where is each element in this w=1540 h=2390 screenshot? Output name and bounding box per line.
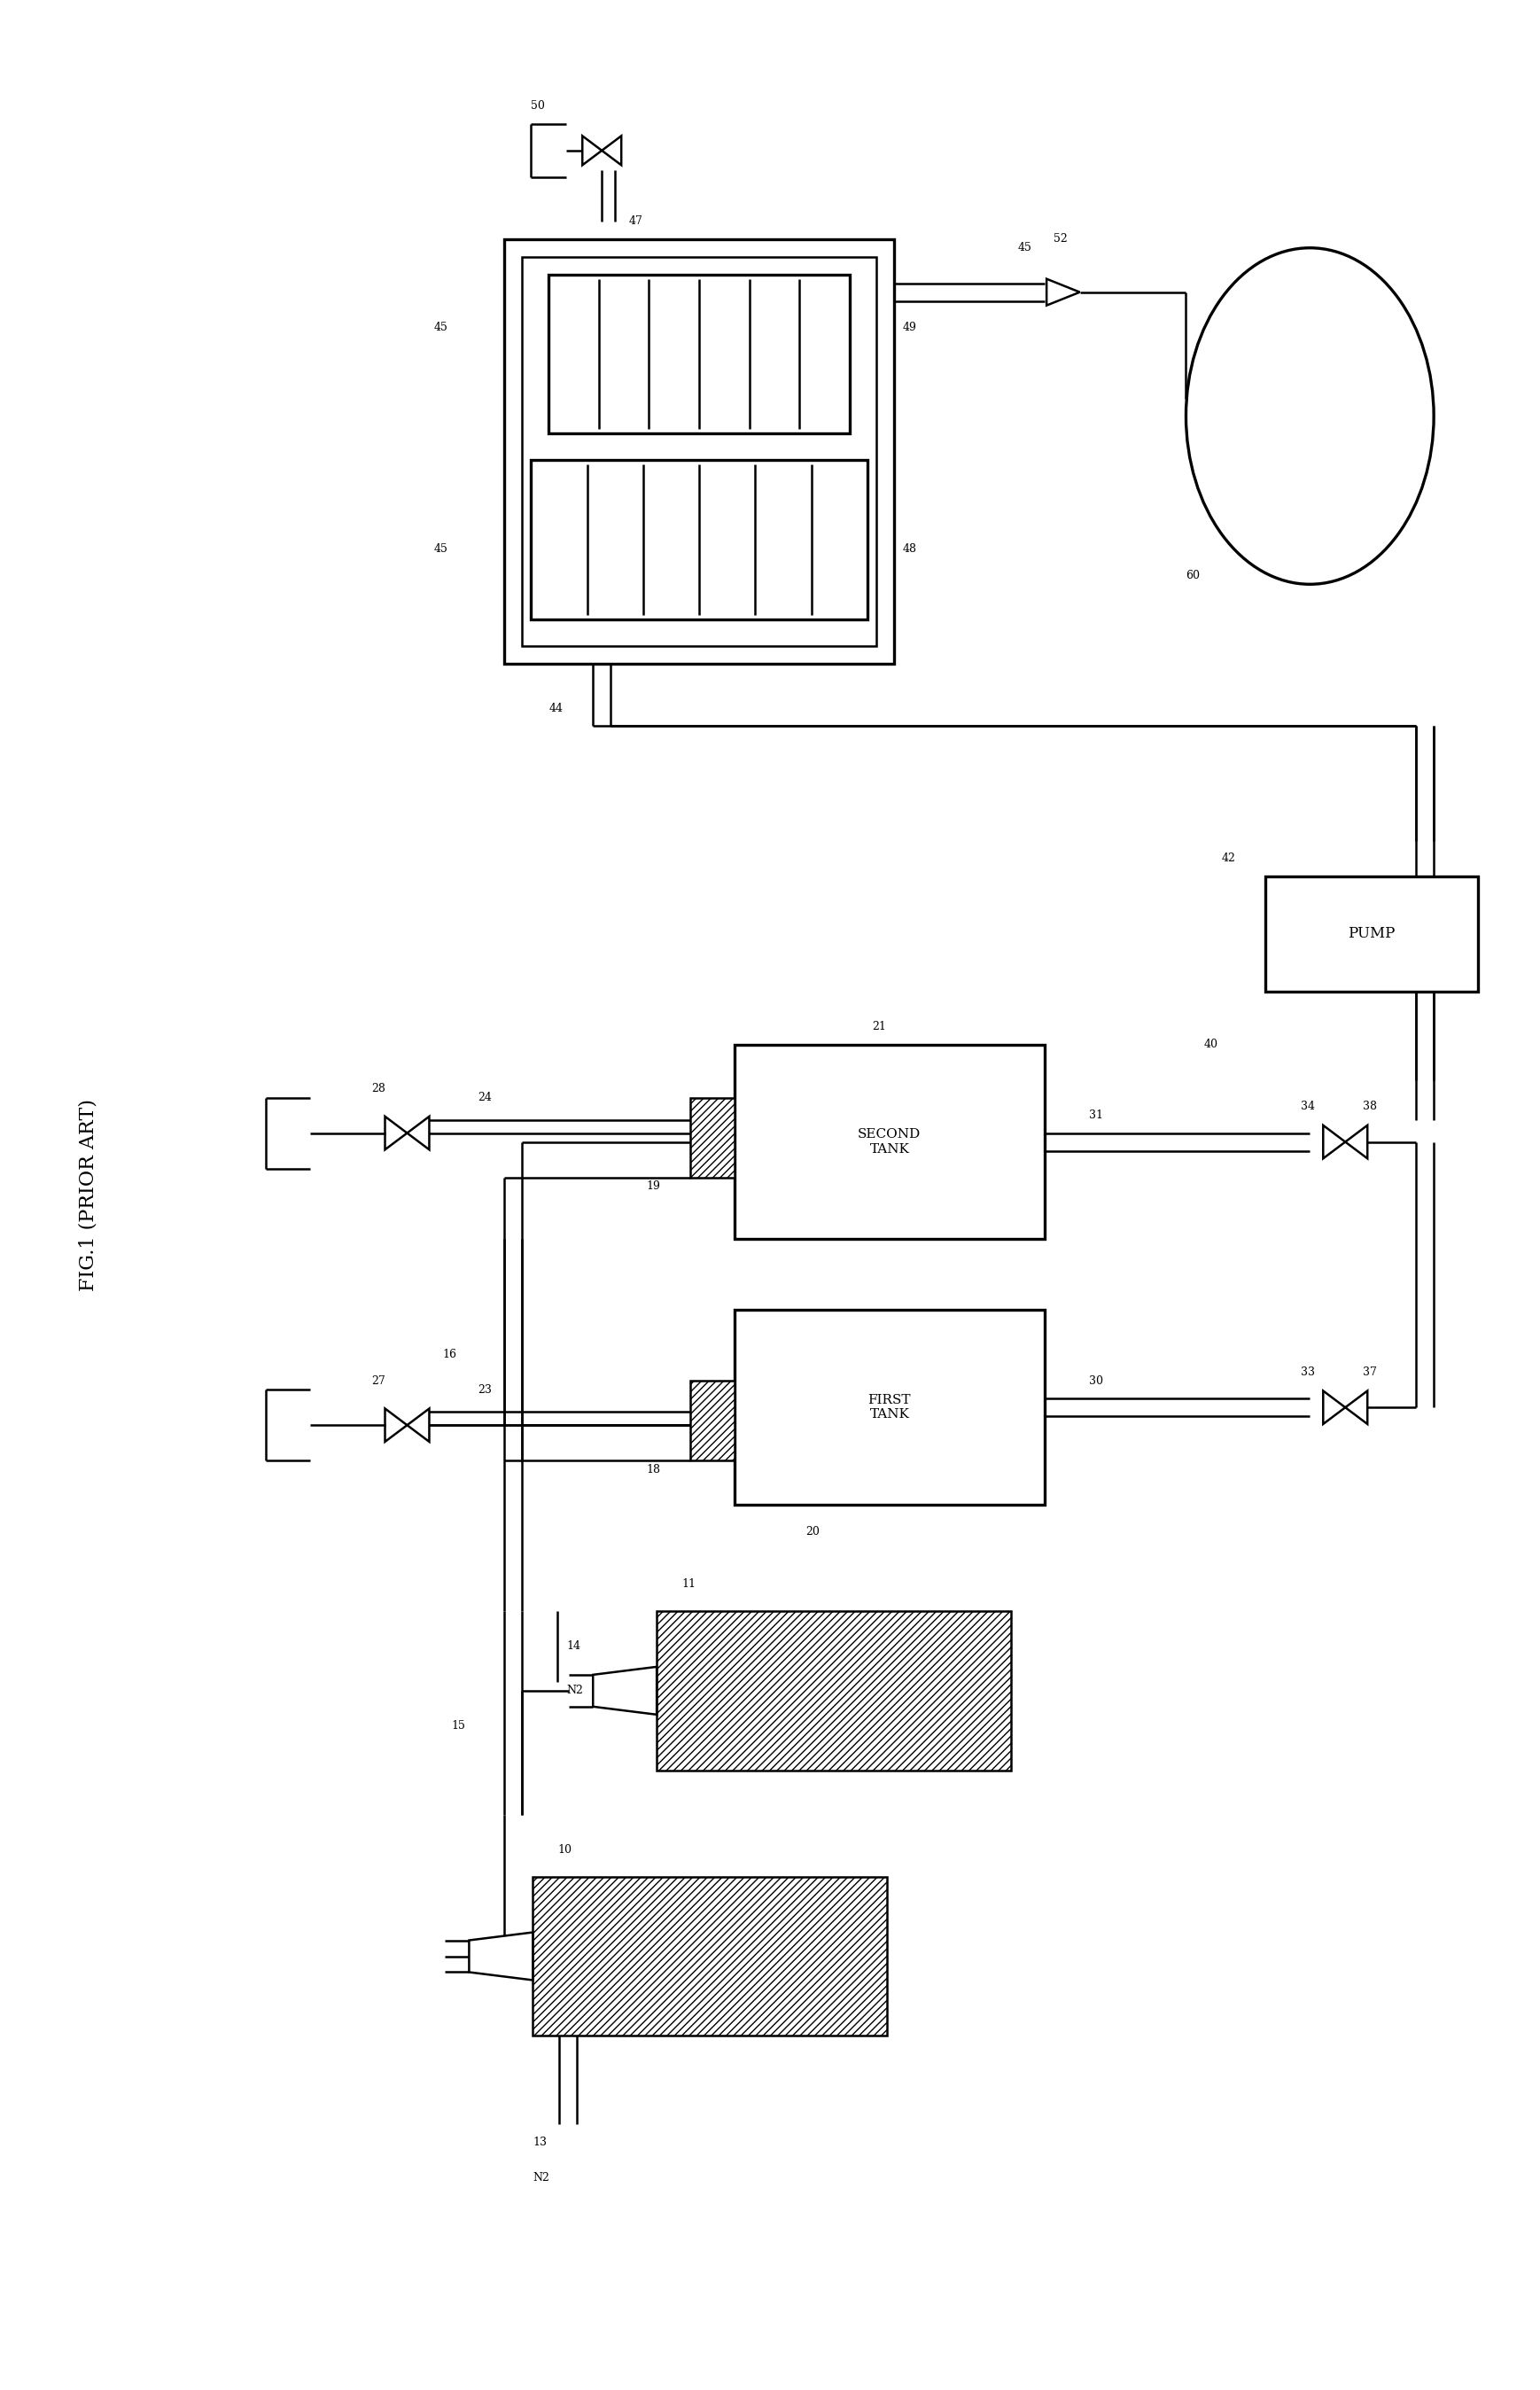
Text: 30: 30 [1089,1374,1103,1386]
Text: 37: 37 [1363,1367,1377,1377]
Text: 44: 44 [548,703,564,715]
Text: 34: 34 [1301,1102,1315,1111]
Text: 50: 50 [531,100,545,112]
Text: 52: 52 [1053,234,1067,244]
Text: SECOND
TANK: SECOND TANK [858,1128,921,1154]
Text: 42: 42 [1221,853,1235,865]
Text: N2: N2 [533,2173,550,2184]
Text: 19: 19 [647,1181,661,1193]
Text: 15: 15 [451,1721,465,1733]
Text: 24: 24 [477,1092,491,1104]
Bar [690,1381,735,1460]
Polygon shape [1047,280,1080,306]
Text: 45: 45 [434,543,448,554]
Text: 27: 27 [371,1374,385,1386]
Text: 23: 23 [477,1384,491,1396]
Text: 18: 18 [647,1463,661,1475]
Text: 40: 40 [1204,1040,1218,1049]
Text: FIG.1 (PRIOR ART): FIG.1 (PRIOR ART) [79,1099,99,1291]
Text: PUMP: PUMP [1348,927,1395,942]
Bar [735,1310,1044,1506]
Bar [690,1097,735,1178]
Text: 47: 47 [628,215,642,227]
Bar [548,275,850,433]
Text: 48: 48 [902,543,916,554]
Bar [505,239,893,664]
Text: FIRST
TANK: FIRST TANK [869,1393,912,1420]
Text: 33: 33 [1301,1367,1315,1377]
Text: 16: 16 [442,1348,457,1360]
Text: 20: 20 [805,1525,819,1537]
Text: 45: 45 [1018,241,1032,253]
Text: 28: 28 [371,1083,387,1095]
Text: 11: 11 [682,1580,696,1589]
Text: 21: 21 [872,1021,885,1032]
Text: 14: 14 [567,1640,581,1651]
Polygon shape [593,1666,656,1714]
Text: 49: 49 [902,323,916,332]
Bar [656,1611,1010,1771]
Bar [531,461,867,619]
Bar [1266,877,1478,992]
Bar [533,1876,887,2036]
Text: 13: 13 [533,2137,547,2149]
Text: 60: 60 [1186,569,1200,581]
Bar [522,256,876,645]
Text: 31: 31 [1089,1109,1103,1121]
Text: 38: 38 [1363,1102,1377,1111]
Polygon shape [470,1934,533,1981]
Bar [735,1044,1044,1240]
Text: 10: 10 [557,1845,571,1855]
Text: N2: N2 [567,1685,584,1697]
Text: 45: 45 [434,323,448,332]
